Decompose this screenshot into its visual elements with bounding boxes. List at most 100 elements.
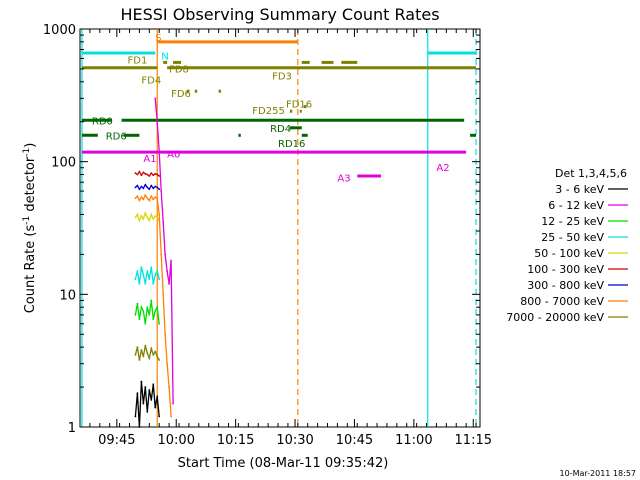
series-point [142, 187, 145, 190]
series-point [150, 399, 153, 401]
series-point [146, 216, 149, 219]
y-tick-label: 100 [51, 156, 76, 171]
series-point [152, 187, 155, 190]
series-point [142, 310, 145, 312]
series-point [138, 188, 141, 191]
series-point [152, 174, 155, 177]
series-point [150, 184, 153, 187]
legend-label: 100 - 300 keV [527, 263, 604, 276]
time-markers [81, 29, 477, 427]
series-point [142, 198, 145, 201]
flag-label: S [155, 33, 161, 44]
series-point [146, 173, 149, 176]
series-point [134, 172, 137, 175]
flag-label: FD3 [272, 72, 292, 83]
series-point [138, 219, 141, 222]
series-point [172, 402, 174, 405]
series-point [146, 270, 149, 272]
series-point [140, 215, 143, 217]
series-point [164, 333, 167, 336]
y-tick-label: 10 [59, 288, 76, 303]
flag-label: A3 [337, 173, 350, 184]
series-point [144, 172, 147, 175]
flag-label: FD6 [171, 89, 191, 100]
series-point [140, 380, 143, 383]
series-point [144, 282, 147, 285]
flag-label: FD16 [286, 99, 312, 110]
series-point [156, 216, 159, 219]
legend-label: 12 - 25 keV [541, 215, 604, 228]
y-tick-label: 1 [68, 421, 76, 436]
flag-label: FD8 [169, 64, 189, 75]
series-point [136, 184, 139, 187]
series-point [150, 195, 153, 198]
series-point [152, 318, 155, 321]
x-tick-label: 10:00 [158, 433, 195, 448]
chart-title: HESSI Observing Summary Count Rates [120, 5, 439, 24]
series-point [148, 278, 151, 281]
y-axis-label-part: detector [23, 156, 38, 216]
legend-label: 300 - 800 keV [527, 279, 604, 292]
series-point [160, 190, 163, 192]
series-point [134, 353, 137, 356]
series-point [156, 355, 159, 358]
series-point [144, 212, 147, 214]
series-point [146, 186, 149, 189]
flag-label: A2 [436, 163, 449, 174]
series-point [148, 357, 151, 360]
x-tick-label: 10:45 [336, 433, 373, 448]
series-point [150, 213, 153, 216]
series-point [136, 173, 139, 176]
series-point [158, 213, 161, 216]
series-point [158, 278, 161, 281]
series-point [138, 359, 141, 361]
series-point [160, 253, 163, 256]
series-point [148, 175, 151, 177]
flag-label: RD0 [92, 116, 113, 127]
series-point [154, 185, 157, 188]
series-point [158, 175, 161, 177]
x-tick-label: 11:15 [455, 433, 492, 448]
legend-label: 6 - 12 keV [548, 199, 604, 212]
series-line [134, 300, 160, 324]
flag-label: RD4 [270, 124, 291, 135]
series-point [154, 172, 157, 175]
flag-label: FD1 [128, 55, 148, 66]
series-point [140, 306, 143, 309]
series-point [146, 410, 149, 413]
series-point [164, 253, 167, 256]
legend-title: Det 1,3,4,5,6 [555, 167, 627, 180]
series-point [136, 346, 139, 349]
series-point [158, 188, 161, 191]
series-point [134, 313, 137, 316]
series-point [152, 198, 155, 201]
series-point [142, 402, 145, 405]
series-point [148, 199, 151, 202]
series-point [146, 352, 149, 355]
series-point [138, 318, 141, 321]
x-tick-label: 10:30 [276, 433, 313, 448]
series-point [146, 306, 149, 309]
flag-label: RD6 [106, 131, 127, 142]
series-point [154, 350, 157, 353]
series-point [154, 97, 157, 100]
y-axis-label-sup: -1 [22, 216, 32, 225]
x-tick-label: 11:00 [395, 433, 432, 448]
series-point [156, 120, 159, 123]
series-point [144, 183, 147, 186]
series-point [144, 344, 147, 347]
legend-label: 7000 - 20000 keV [506, 311, 604, 324]
series-point [152, 353, 155, 356]
series-point [162, 221, 165, 224]
flag-label: FD255 [252, 106, 285, 117]
series-point [146, 197, 149, 200]
legend-label: 800 - 7000 keV [520, 295, 604, 308]
series-point [156, 173, 159, 176]
series-point [154, 196, 157, 199]
series-point [150, 347, 153, 350]
series-point [166, 270, 169, 272]
series-point [140, 266, 143, 269]
series-point [150, 266, 153, 269]
